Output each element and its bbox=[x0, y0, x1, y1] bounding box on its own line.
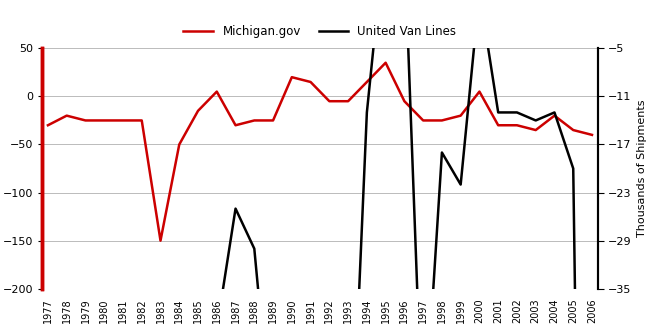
United Van Lines bbox=[457, 183, 465, 186]
Legend: Michigan.gov, United Van Lines: Michigan.gov, United Van Lines bbox=[179, 21, 462, 43]
Michigan.gov bbox=[532, 128, 539, 132]
United Van Lines bbox=[363, 111, 370, 114]
Michigan.gov bbox=[344, 99, 352, 103]
Michigan.gov bbox=[176, 142, 183, 146]
Michigan.gov bbox=[363, 80, 370, 84]
Y-axis label: Thousands of Shipments: Thousands of Shipments bbox=[637, 100, 647, 237]
Line: United Van Lines: United Van Lines bbox=[48, 0, 592, 326]
Michigan.gov bbox=[307, 80, 315, 84]
Line: Michigan.gov: Michigan.gov bbox=[48, 63, 592, 241]
Michigan.gov bbox=[157, 239, 164, 243]
Michigan.gov bbox=[326, 99, 333, 103]
Michigan.gov bbox=[588, 133, 596, 137]
United Van Lines bbox=[250, 247, 258, 251]
Michigan.gov bbox=[119, 118, 127, 122]
Michigan.gov bbox=[81, 118, 89, 122]
Michigan.gov bbox=[419, 118, 427, 122]
Michigan.gov bbox=[457, 114, 465, 118]
Michigan.gov bbox=[551, 114, 558, 118]
Michigan.gov bbox=[382, 61, 389, 65]
Michigan.gov bbox=[288, 75, 296, 79]
United Van Lines bbox=[551, 111, 558, 114]
Michigan.gov bbox=[400, 99, 408, 103]
Michigan.gov bbox=[231, 123, 239, 127]
United Van Lines bbox=[494, 111, 502, 114]
Michigan.gov bbox=[269, 118, 277, 122]
Michigan.gov bbox=[213, 90, 221, 94]
United Van Lines bbox=[438, 151, 446, 155]
Michigan.gov bbox=[569, 128, 577, 132]
Michigan.gov bbox=[44, 123, 52, 127]
United Van Lines bbox=[532, 118, 539, 122]
Michigan.gov bbox=[494, 123, 502, 127]
Michigan.gov bbox=[63, 114, 71, 118]
United Van Lines bbox=[513, 111, 521, 114]
Michigan.gov bbox=[438, 118, 446, 122]
Michigan.gov bbox=[194, 109, 202, 113]
United Van Lines bbox=[231, 207, 239, 211]
Michigan.gov bbox=[476, 90, 484, 94]
United Van Lines bbox=[569, 167, 577, 170]
Michigan.gov bbox=[513, 123, 521, 127]
Michigan.gov bbox=[100, 118, 108, 122]
Michigan.gov bbox=[250, 118, 258, 122]
Michigan.gov bbox=[138, 118, 146, 122]
